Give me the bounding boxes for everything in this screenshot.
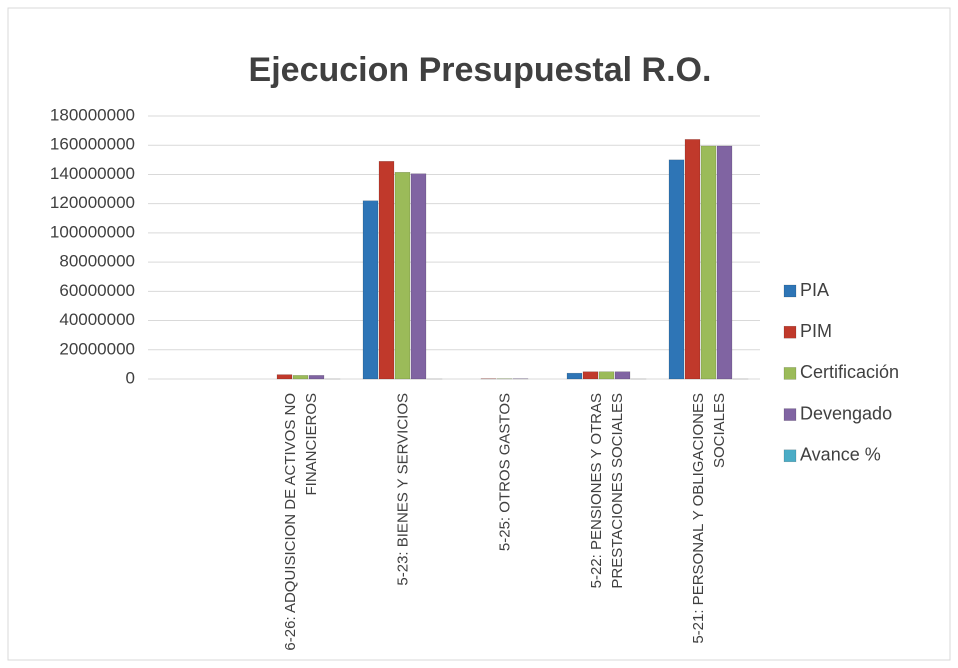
y-tick-label: 60000000 [59,281,135,300]
bar [582,371,599,380]
y-tick-label: 80000000 [59,252,135,271]
legend-label: Certificación [800,362,899,382]
y-tick-label: 100000000 [50,222,135,241]
legend-label: Devengado [800,403,892,423]
y-tick-label: 20000000 [59,339,135,358]
legend-label: PIM [800,321,832,341]
bar [598,371,615,380]
y-tick-label: 120000000 [50,193,135,212]
y-tick-label: 40000000 [59,310,135,329]
bar [614,371,631,380]
legend-marker [783,367,797,380]
x-tick-label: 6-26: ADQUISICION DE ACTIVOS NO FINANCIE… [282,393,320,651]
x-tick-label: 5-22: PENSIONES Y OTRAS PRESTACIONES SOC… [588,393,626,589]
bar [684,139,701,380]
bar [566,372,583,380]
y-tick-label: 140000000 [50,164,135,183]
bar [308,375,325,380]
legend-marker [783,284,797,298]
x-tick-label: 5-25: OTROS GASTOS [496,393,514,552]
bar [700,145,717,380]
bar [668,159,685,380]
legend-label: PIA [800,280,829,300]
legend-marker [783,325,797,339]
y-tick-label: 0 [126,368,135,387]
y-tick-label: 160000000 [50,135,135,154]
chart-title: Ejecucion Presupuestal R.O. [249,51,712,89]
bar [716,145,733,380]
bar [276,374,293,380]
legend-marker [783,408,797,421]
bar [378,161,395,380]
x-tick-label: 5-23: BIENES Y SERVICIOS [394,393,412,586]
legend-label: Avance % [800,445,881,465]
x-tick-label: 5-21: PERSONAL Y OBLIGACIONES SOCIALES [690,393,728,644]
bar [292,375,309,380]
bar [410,173,427,380]
bar [362,200,379,380]
bar [394,172,411,380]
legend-marker [783,449,797,463]
y-tick-label: 180000000 [50,105,135,124]
